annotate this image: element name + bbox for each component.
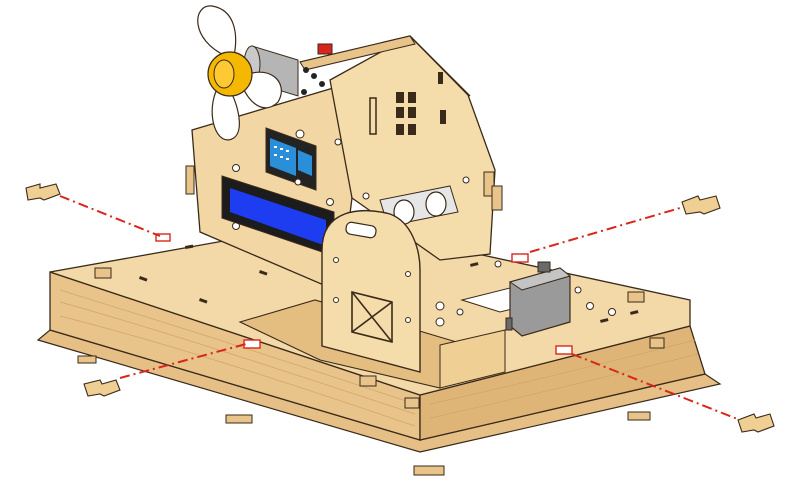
- base-slots: [138, 244, 639, 323]
- window-icon: [369, 72, 446, 135]
- wooden-connector-icon: [25, 183, 775, 433]
- assembly-lines: [59, 195, 741, 421]
- temperature-humidity-sensor-icon: [265, 127, 317, 191]
- connector-piece-right-top: [681, 195, 721, 215]
- house: [185, 5, 503, 373]
- wall-tabs: [185, 165, 503, 211]
- rim-tabs: [94, 267, 665, 409]
- connector-piece-left-top: [25, 183, 61, 201]
- motor-board: [301, 67, 325, 95]
- base-screws: [435, 260, 616, 327]
- fan-icon: [197, 5, 333, 141]
- door-icon: [321, 209, 421, 373]
- servo-motor-icon: [505, 261, 572, 337]
- base-feet: [77, 355, 651, 476]
- connector-piece-right-bottom: [737, 413, 775, 433]
- connector-piece-left-bottom: [83, 379, 121, 397]
- wall-screws: [232, 138, 470, 230]
